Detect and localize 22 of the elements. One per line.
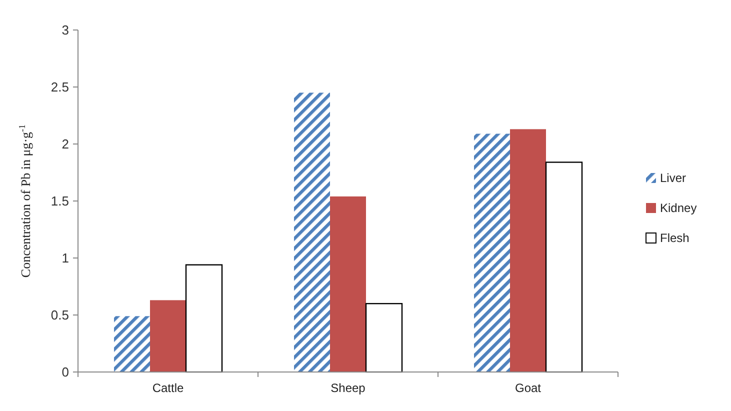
bar bbox=[474, 134, 510, 372]
x-tick-label: Sheep bbox=[330, 381, 366, 395]
bar bbox=[150, 300, 186, 372]
bar bbox=[365, 303, 403, 373]
legend-label: Liver bbox=[660, 171, 686, 186]
y-tick-label: 2 bbox=[62, 136, 69, 152]
y-tick-label: 2.5 bbox=[50, 80, 69, 95]
x-tick-label: Cattle bbox=[152, 381, 184, 395]
legend-label: Kidney bbox=[660, 201, 697, 216]
y-tick-label: 1.5 bbox=[50, 194, 69, 209]
bar bbox=[330, 196, 366, 372]
y-tick-label: 1 bbox=[62, 250, 69, 266]
bar bbox=[114, 316, 150, 372]
bar bbox=[545, 162, 583, 373]
y-tick-label: 0.5 bbox=[50, 308, 69, 323]
bar bbox=[510, 129, 546, 372]
x-tick-label: Goat bbox=[514, 381, 542, 395]
legend-label: Flesh bbox=[660, 231, 690, 246]
bar bbox=[185, 264, 223, 373]
bar bbox=[294, 92, 330, 372]
y-tick-label: 3 bbox=[62, 22, 69, 38]
y-tick-label: 0 bbox=[62, 364, 69, 380]
